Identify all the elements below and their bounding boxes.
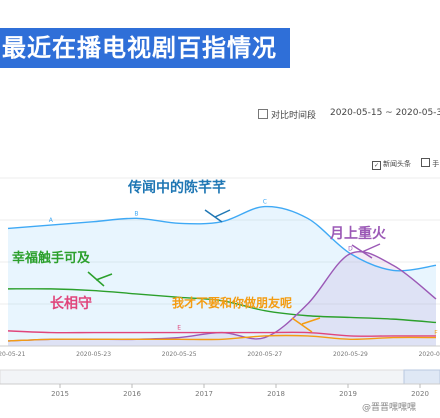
series-line-4 [7, 334, 437, 342]
timeline-navigator: 2015 2016 2017 2018 2019 2020 [0, 369, 440, 398]
point-labels: A B C D E F [49, 199, 439, 337]
legend-item-1[interactable]: 新闻头条 [383, 160, 411, 168]
series-areas [8, 206, 436, 346]
check-icon[interactable]: ✓ [372, 161, 381, 170]
point-label: A [49, 217, 54, 224]
point-label: B [134, 210, 138, 217]
x-axis: 2020-05-21 2020-05-23 2020-05-25 2020-05-27… [0, 345, 440, 358]
annotations: 传闻中的陈芊芊 月上重火 幸福触手可及 长相守 我才不要和你做朋友呢 [12, 179, 387, 333]
legend-item-2: 手 [432, 160, 440, 168]
annotation-wocai: 我才不要和你做朋友呢 [172, 295, 292, 310]
point-label: D [348, 246, 353, 253]
timeline-track [0, 369, 440, 385]
annotation-chuanwen-mark [204, 209, 231, 223]
annotation-yueshang-mark [351, 243, 381, 259]
x-tick-label: 2020-05-25 [162, 351, 197, 358]
date-range-picker[interactable]: 2020-05-15 ~ 2020-05-31 [330, 108, 440, 118]
series-line-1 [7, 288, 437, 324]
x-tick-label: 2020-05-29 [333, 351, 368, 358]
timeline-selection [403, 369, 440, 385]
x-tick-label: 2020-05-31 [419, 351, 440, 358]
watermark: @晋晋嘿嘿嘿 [362, 403, 417, 413]
timeline-year-label: 2018 [267, 390, 285, 398]
series-line-3 [7, 330, 436, 337]
checkbox-icon[interactable] [258, 109, 268, 119]
legend: ✓ 新闻头条 手 [372, 158, 439, 170]
point-label: C [263, 199, 267, 206]
compare-toggle[interactable]: 对比时间段 [258, 108, 316, 121]
timeline-year-label: 2019 [339, 390, 357, 398]
annotation-wocai-mark [291, 317, 321, 333]
x-tick-label: 2020-05-21 [0, 351, 26, 358]
page-title: 最近在播电视剧百指情况 [2, 34, 277, 62]
x-tick-label: 2020-05-27 [247, 351, 282, 358]
timeline-year-label: 2015 [51, 390, 69, 398]
compare-label: 对比时间段 [271, 111, 317, 121]
checkbox-icon[interactable] [421, 158, 431, 167]
series-area-2 [8, 251, 436, 346]
x-tick-label: 2020-05-23 [76, 351, 111, 358]
point-label: E [177, 325, 181, 332]
timeline-year-label: 2020 [411, 390, 429, 398]
annotation-chuanwen: 传闻中的陈芊芊 [127, 179, 226, 196]
series-area-0 [8, 206, 436, 346]
annotation-xingfu: 幸福触手可及 [12, 250, 91, 266]
annotation-yueshang: 月上重火 [329, 225, 387, 242]
annotation-changxiangshou: 长相守 [50, 295, 92, 312]
chart-toolbar: 对比时间段 2020-05-15 ~ 2020-05-31 [0, 98, 440, 130]
page-title-banner: 最近在播电视剧百指情况 [0, 28, 290, 68]
legend-item-2-wrap[interactable]: 手 [421, 158, 440, 168]
timeline-year-label: 2016 [123, 390, 141, 398]
annotation-xingfu-mark [87, 271, 113, 287]
point-label: F [434, 330, 438, 337]
timeline-year-label: 2017 [195, 390, 213, 398]
